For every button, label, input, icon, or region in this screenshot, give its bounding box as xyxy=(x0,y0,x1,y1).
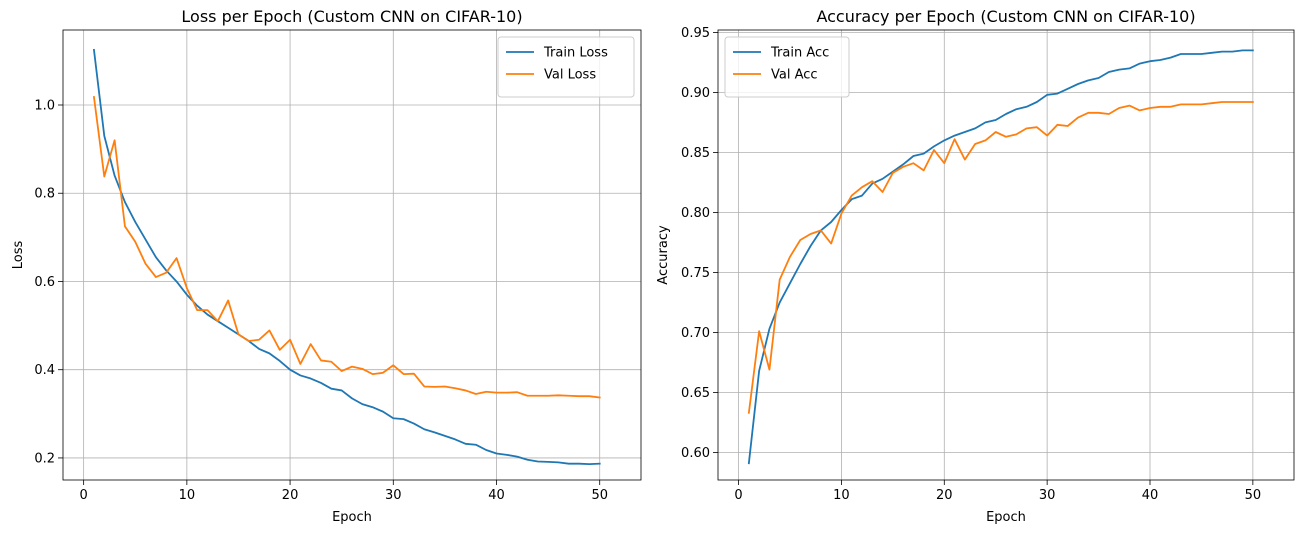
x-tick-label: 10 xyxy=(179,488,196,503)
y-axis-label: Accuracy xyxy=(656,225,671,285)
chart-title: Loss per Epoch (Custom CNN on CIFAR-10) xyxy=(181,7,522,26)
series-line xyxy=(92,48,601,466)
chart-title: Accuracy per Epoch (Custom CNN on CIFAR-… xyxy=(816,7,1195,26)
accuracy-chart: Accuracy per Epoch (Custom CNN on CIFAR-… xyxy=(656,7,1295,525)
x-tick-label: 40 xyxy=(488,488,505,503)
series-line xyxy=(747,101,1254,414)
legend: Train Loss Val Loss xyxy=(497,36,635,98)
y-tick-label: 0.6 xyxy=(34,275,55,290)
y-tick-label: 0.65 xyxy=(681,386,710,401)
y-tick-label: 0.70 xyxy=(681,326,710,341)
x-axis-label: Epoch xyxy=(332,510,372,525)
x-axis-label: Epoch xyxy=(986,510,1026,525)
legend-label: Val Acc xyxy=(771,68,818,83)
x-tick-label: 30 xyxy=(385,488,402,503)
x-tick-label: 10 xyxy=(833,488,850,503)
y-tick-label: 0.75 xyxy=(681,266,710,281)
x-tick-label: 20 xyxy=(282,488,299,503)
y-tick-label: 0.4 xyxy=(34,363,55,378)
y-axis-label: Loss xyxy=(11,241,26,270)
grid xyxy=(718,30,1294,480)
legend: Train Acc Val Acc xyxy=(724,36,850,98)
y-tick-label: 0.95 xyxy=(681,26,710,41)
legend-label: Val Loss xyxy=(544,68,596,83)
y-tick-label: 1.0 xyxy=(34,99,55,114)
plot-frame xyxy=(717,29,1295,481)
y-tick-label: 0.80 xyxy=(681,206,710,221)
x-tick-label: 20 xyxy=(936,488,953,503)
y-tick-label: 0.2 xyxy=(34,451,55,466)
x-tick-label: 30 xyxy=(1039,488,1056,503)
x-tick-label: 0 xyxy=(734,488,742,503)
x-tick-label: 50 xyxy=(1245,488,1262,503)
x-tick-label: 40 xyxy=(1142,488,1159,503)
plot-frame xyxy=(62,29,642,481)
grid xyxy=(63,30,641,480)
legend-label: Train Loss xyxy=(543,46,608,61)
y-tick-label: 0.8 xyxy=(34,187,55,202)
series-line xyxy=(747,49,1254,465)
series-line xyxy=(92,96,601,399)
loss-chart: Loss per Epoch (Custom CNN on CIFAR-10) … xyxy=(11,7,642,525)
y-tick-label: 0.90 xyxy=(681,86,710,101)
ticks: 0 10 20 30 40 50 0.2 0.4 0.6 0.8 1.0 xyxy=(34,99,608,504)
ticks: 0 10 20 30 40 50 0.60 0.65 0.70 0.75 0.80 0.85 0.90 0… xyxy=(681,26,1261,503)
x-tick-label: 0 xyxy=(80,488,88,503)
y-tick-label: 0.60 xyxy=(681,446,710,461)
y-tick-label: 0.85 xyxy=(681,146,710,161)
legend-label: Train Acc xyxy=(770,46,829,61)
x-tick-label: 50 xyxy=(591,488,608,503)
